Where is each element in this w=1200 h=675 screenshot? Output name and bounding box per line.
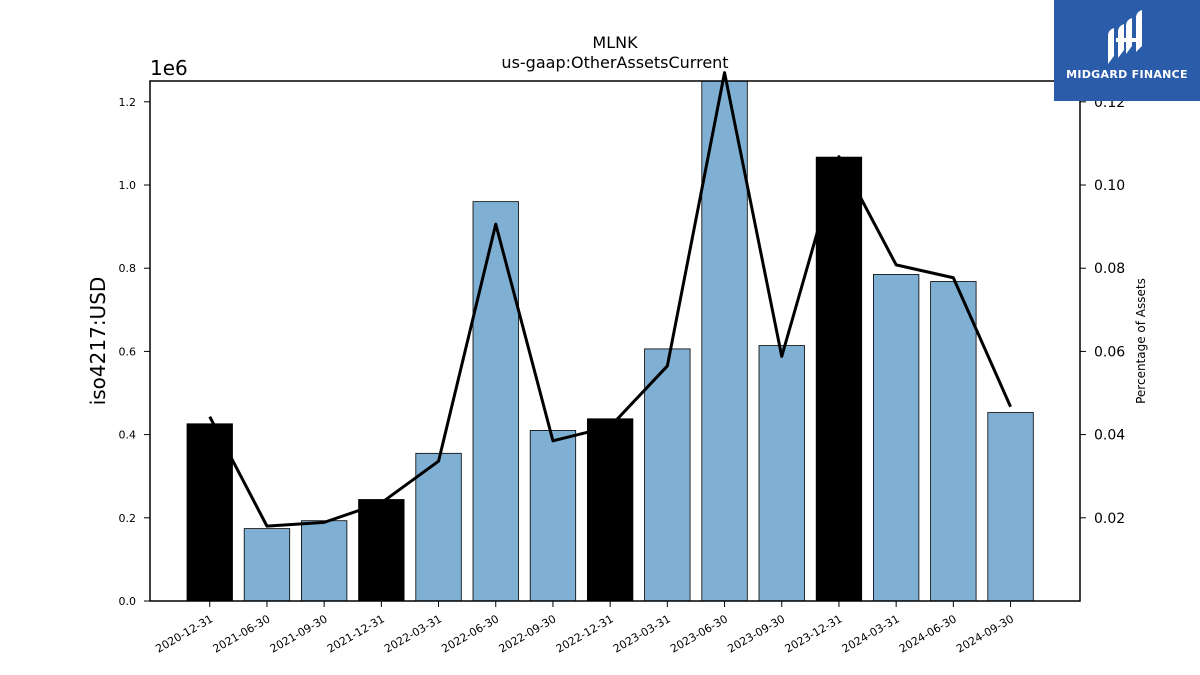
bar-2021-09-30 bbox=[300, 520, 348, 602]
y2-tick-label: 0.02 bbox=[1094, 511, 1125, 527]
bar-2022-03-31 bbox=[415, 452, 462, 602]
y2-axis-label: Percentage of Assets bbox=[1134, 278, 1148, 404]
x-tick-label: 2021-12-31 bbox=[325, 612, 387, 655]
x-tick-label: 2024-03-31 bbox=[840, 612, 902, 655]
bar-2024-06-30 bbox=[930, 281, 977, 602]
x-tick-label: 2023-03-31 bbox=[611, 612, 673, 655]
y-axis-offset-label: 1e6 bbox=[150, 56, 188, 80]
percentage-line bbox=[208, 71, 1012, 528]
bar-2023-03-31 bbox=[644, 348, 691, 602]
bar-2023-06-30 bbox=[701, 80, 748, 602]
bar-2021-06-30 bbox=[243, 528, 291, 602]
x-tick-label: 2024-09-30 bbox=[954, 612, 1016, 655]
midgard-logo-icon bbox=[1108, 10, 1142, 64]
x-tick-label: 2022-12-31 bbox=[554, 612, 616, 655]
x-tick-label: 2022-06-30 bbox=[439, 612, 501, 655]
bar-2023-09-30 bbox=[758, 345, 805, 602]
bar-2024-09-30 bbox=[987, 412, 1034, 602]
y-tick-label: 0.4 bbox=[119, 429, 137, 442]
x-tick-label: 2022-03-31 bbox=[382, 612, 444, 655]
right-axis-ticks: 0.020.040.060.080.100.12 bbox=[1080, 95, 1125, 527]
x-tick-label: 2023-12-31 bbox=[783, 612, 845, 655]
y-tick-label: 1.0 bbox=[119, 179, 137, 192]
line-layer bbox=[208, 71, 1012, 528]
y-tick-label: 0.8 bbox=[119, 262, 137, 275]
x-tick-label: 2020-12-31 bbox=[153, 612, 215, 655]
y2-tick-label: 0.08 bbox=[1094, 261, 1125, 277]
x-tick-label: 2021-09-30 bbox=[268, 612, 330, 655]
y-tick-label: 0.6 bbox=[119, 345, 137, 358]
bars-layer bbox=[186, 80, 1034, 602]
bar-2022-09-30 bbox=[529, 430, 577, 602]
y-tick-label: 0.2 bbox=[119, 512, 137, 525]
y-tick-label: 1.2 bbox=[119, 96, 137, 109]
midgard-logo: MIDGARD FINANCE bbox=[1054, 0, 1200, 101]
y-axis-label: iso4217:USD bbox=[86, 277, 110, 406]
chart-subtitle: us-gaap:OtherAssetsCurrent bbox=[501, 53, 728, 72]
bar-2022-06-30 bbox=[472, 201, 519, 602]
x-tick-label: 2021-06-30 bbox=[211, 612, 273, 655]
logo-text: MIDGARD FINANCE bbox=[1066, 68, 1188, 81]
bar-2022-12-31 bbox=[587, 418, 634, 602]
y2-tick-label: 0.06 bbox=[1094, 344, 1125, 360]
x-tick-label: 2022-09-30 bbox=[497, 612, 559, 655]
y2-tick-label: 0.10 bbox=[1094, 178, 1125, 194]
y-tick-label: 0.0 bbox=[119, 595, 137, 608]
bar-2024-03-31 bbox=[873, 274, 920, 602]
plot-frame bbox=[149, 80, 1081, 602]
bar-2021-12-31 bbox=[358, 499, 405, 602]
x-axis-ticks: 2020-12-312021-06-302021-09-302021-12-31… bbox=[153, 601, 1016, 656]
bar-2023-12-31 bbox=[815, 156, 863, 602]
left-axis-ticks: 0.0 0.2 0.4 0.6 0.8 1.0 1.2 bbox=[119, 96, 150, 608]
bar-2020-12-31 bbox=[186, 423, 233, 602]
x-tick-label: 2023-09-30 bbox=[725, 612, 787, 655]
y2-tick-label: 0.04 bbox=[1094, 428, 1125, 444]
x-tick-label: 2023-06-30 bbox=[668, 612, 730, 655]
x-tick-label: 2024-06-30 bbox=[897, 612, 959, 655]
chart-title: MLNK bbox=[592, 33, 638, 52]
